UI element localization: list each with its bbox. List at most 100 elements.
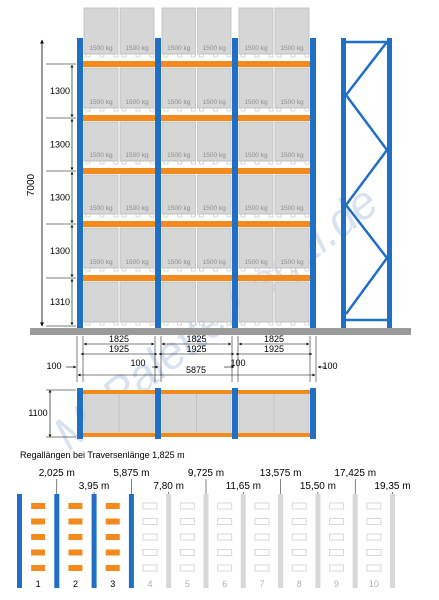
pallet-foot (149, 321, 155, 326)
frame-diagonal-brace (345, 204, 388, 259)
pallet-foot (177, 213, 183, 218)
level-height-label: 1300 (50, 193, 70, 203)
pallet-foot (304, 107, 310, 112)
pallet-foot (121, 267, 127, 272)
pallet-box (274, 174, 310, 215)
pallet-foot (212, 267, 218, 272)
pallet-box (119, 121, 155, 162)
depth-label: 1100 (28, 408, 47, 418)
pallet-load-label: 1500 kg (167, 45, 191, 52)
pallet-load-label: 1500 kg (89, 99, 113, 106)
pallet-foot (240, 213, 246, 218)
pallet-foot (268, 213, 274, 218)
top-upright (155, 388, 161, 439)
pallet-foot (113, 321, 119, 326)
overview-upright (278, 494, 284, 588)
pallet-foot (163, 107, 169, 112)
overview-beam (366, 518, 382, 525)
pallet-foot (85, 107, 91, 112)
pallet-box (197, 67, 232, 109)
frame-diagonal-brace (344, 149, 389, 206)
pallet-foot (240, 321, 246, 326)
overview-beam (291, 502, 307, 510)
overview-beam (142, 533, 158, 541)
pallet-box (83, 121, 119, 162)
overview-beam (31, 518, 46, 525)
beam (238, 275, 310, 281)
top-beam (238, 433, 310, 437)
pallet-load-label: 1500 kg (167, 259, 191, 266)
pallet-foot (199, 160, 204, 165)
pallet-foot (149, 160, 155, 165)
upright (310, 38, 316, 328)
pallet-box (161, 121, 196, 162)
bay-number: 8 (297, 579, 302, 589)
overview-beam (31, 565, 46, 571)
overview-beam (366, 502, 382, 510)
pallet-box (274, 227, 310, 269)
overview-beam (179, 502, 195, 510)
pallet-foot (113, 53, 119, 58)
bay-length-label: 13,575 m (260, 468, 302, 479)
pallet-load-label: 1500 kg (89, 45, 113, 52)
bay-number: 2 (73, 579, 78, 589)
bay-number: 4 (148, 579, 153, 589)
pallet-box (83, 7, 119, 55)
inner-width-label: 1825 (264, 334, 284, 344)
frame-diagonal-brace (344, 94, 389, 151)
frame-diagonal-brace (345, 41, 388, 96)
pallet-box (161, 281, 196, 323)
pallet-foot (191, 107, 196, 112)
pallet-box (274, 121, 310, 162)
pallet-foot (240, 107, 246, 112)
overview-beam (291, 564, 307, 572)
pallet-load-label: 1500 kg (203, 99, 227, 106)
pallet-foot (85, 213, 91, 218)
top-beam (161, 433, 232, 437)
overview-upright (315, 494, 321, 588)
pallet-foot (163, 267, 169, 272)
top-upright (310, 388, 316, 439)
beam (83, 168, 155, 174)
pallet-box (238, 7, 274, 55)
pallet-load-label: 1500 kg (167, 99, 191, 106)
overview-upright (203, 494, 209, 588)
pallet-load-label: 1500 kg (280, 205, 304, 212)
pallet-foot (304, 213, 310, 218)
pallet-load-label: 1500 kg (244, 152, 268, 159)
pallet-load-label: 1500 kg (203, 152, 227, 159)
pallet-foot (199, 213, 204, 218)
pallet-foot (290, 267, 296, 272)
overview-beam (68, 549, 83, 556)
overview-beam (105, 503, 120, 509)
overview-upright (91, 494, 97, 588)
pallet-box (238, 227, 274, 269)
pallet-foot (268, 321, 274, 326)
center-width-label: 1925 (186, 344, 206, 354)
bay-length-label: 11,65 m (226, 481, 261, 492)
pallet-foot (163, 160, 169, 165)
pallet-foot (276, 267, 282, 272)
beam (238, 168, 310, 174)
pallet-foot (85, 53, 91, 58)
overview-beam (217, 564, 233, 572)
bay-length-label: 5,875 m (113, 468, 149, 479)
beam (238, 221, 310, 227)
pallet-foot (226, 321, 232, 326)
beam (161, 275, 232, 281)
dimension-lines: 7000130013001300130013101825192518251925… (26, 39, 338, 382)
pallet-load-label: 1500 kg (203, 205, 227, 212)
top-upright (77, 388, 83, 439)
pallet-box (83, 281, 119, 323)
beam (238, 115, 310, 121)
overview-beam (366, 533, 382, 541)
beam (83, 61, 155, 67)
pallet-foot (226, 267, 232, 272)
overview-beam (254, 549, 270, 556)
rack-front-view: 1500 kg 1500 kg 1500 kg 1500 kg 1500 kg 1500 … (77, 7, 316, 328)
pallet-load-label: 1500 kg (280, 99, 304, 106)
pallet-foot (149, 213, 155, 218)
pallet-foot (99, 107, 105, 112)
overview-beam (217, 502, 233, 510)
